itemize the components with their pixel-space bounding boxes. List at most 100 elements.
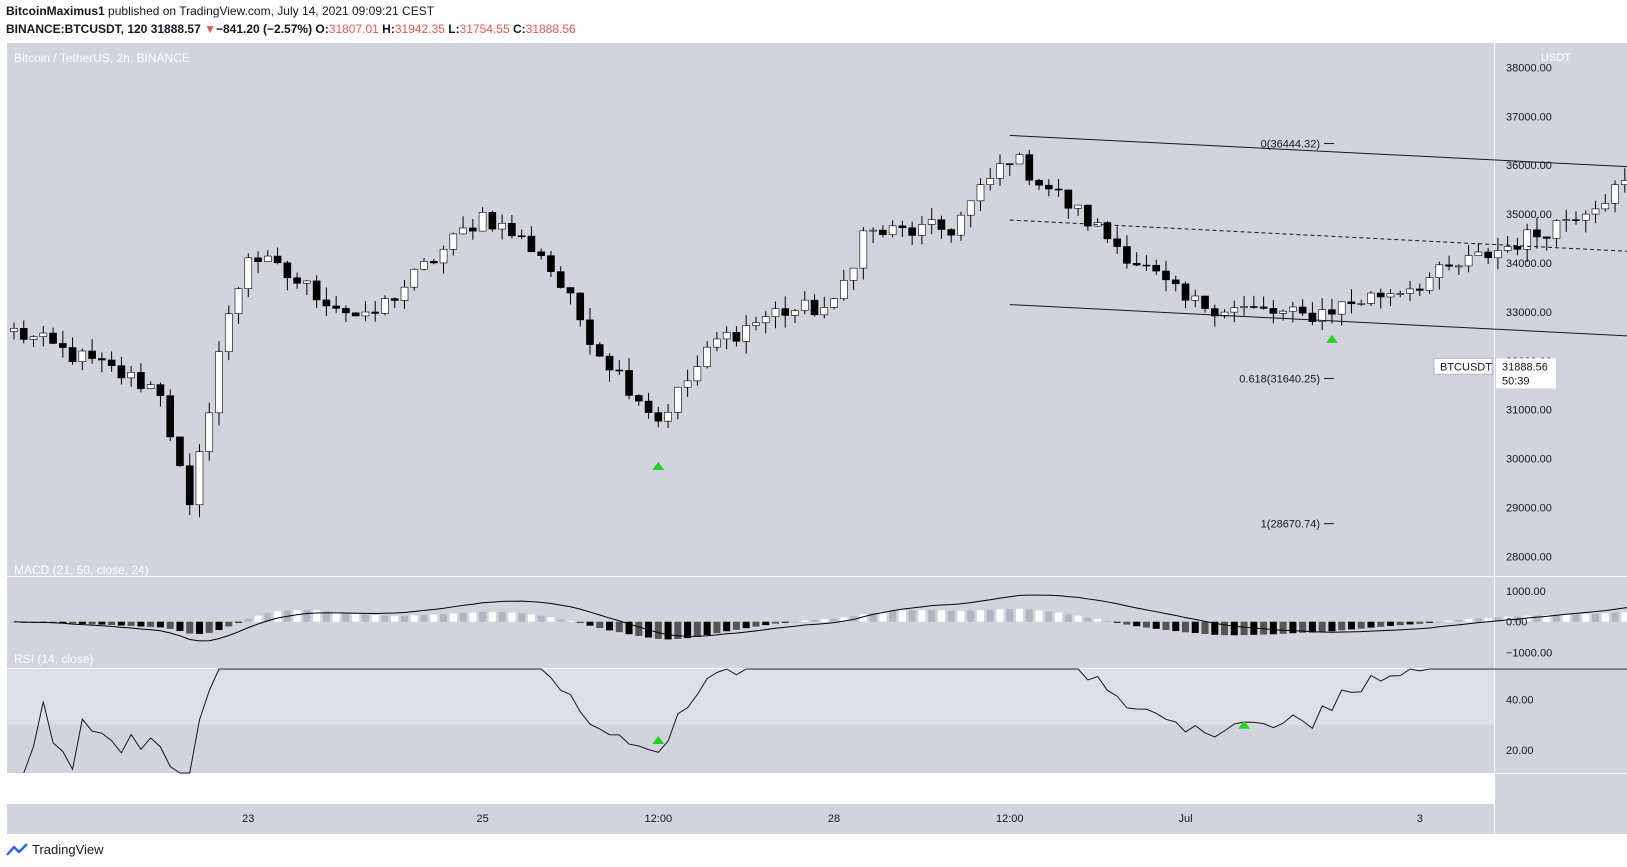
- macd-histogram-bar: [518, 613, 526, 622]
- macd-histogram-bar: [430, 614, 438, 622]
- macd-histogram-bar: [605, 621, 614, 631]
- candle-body: [1581, 213, 1590, 221]
- candle-body: [644, 400, 653, 413]
- macd-histogram-bar: [1240, 621, 1248, 636]
- macd-histogram-bar: [732, 621, 740, 630]
- price-axis[interactable]: 38000.00 37000.00 36000.00 35000.00 34000.00…: [1433, 62, 1556, 757]
- macd-histogram-bar: [1386, 621, 1395, 626]
- footer-brand[interactable]: TradingView: [6, 842, 104, 857]
- macd-histogram-bar: [313, 610, 321, 622]
- candle-body: [166, 395, 175, 438]
- candle-body: [1386, 293, 1395, 298]
- macd-histogram-bar: [937, 610, 945, 622]
- high-label: H:: [382, 22, 395, 36]
- candle-body: [78, 350, 87, 362]
- candle-body: [312, 280, 321, 301]
- candle-body: [947, 229, 956, 236]
- price-tick-label: 33000.00: [1506, 307, 1552, 319]
- rsi-line: [23, 668, 1627, 774]
- macd-histogram-bar: [1289, 621, 1297, 634]
- macd-histogram-bar: [479, 611, 487, 622]
- macd-histogram-bar: [195, 621, 204, 634]
- macd-histogram-bar: [1279, 621, 1287, 634]
- macd-histogram-bar: [391, 615, 399, 622]
- candle-body: [98, 358, 106, 361]
- candle-body: [527, 235, 536, 253]
- time-tick-label: Jul: [1178, 813, 1192, 825]
- macd-histogram-bar: [381, 615, 389, 622]
- candle-body: [1005, 163, 1014, 166]
- fib-level-label: 0.618(31640.25): [1239, 373, 1320, 385]
- candle-body: [849, 267, 858, 281]
- macd-histogram-bar: [1328, 621, 1336, 632]
- macd-histogram-bar: [1074, 615, 1082, 622]
- candle-body: [400, 286, 409, 301]
- candle-body: [332, 305, 340, 309]
- macd-histogram-bar: [654, 621, 662, 639]
- candle-body: [566, 287, 575, 294]
- chart-title: Bitcoin / TetherUS, 2h, BINANCE: [14, 51, 190, 65]
- candle-body: [1113, 238, 1121, 247]
- macd-histogram-bar: [1123, 621, 1131, 625]
- last-price: 31888.57: [150, 22, 201, 36]
- candle-body: [1191, 295, 1200, 301]
- candle-body: [1572, 219, 1580, 221]
- macd-histogram-bar: [1201, 621, 1209, 634]
- macd-histogram-bar: [840, 617, 848, 622]
- candle-body: [1015, 154, 1024, 165]
- candle-body: [322, 299, 331, 307]
- macd-histogram-bar: [869, 612, 877, 622]
- rsi-overbought-oversold-band: [7, 669, 1494, 725]
- author-name[interactable]: BitcoinMaximus1: [6, 4, 105, 18]
- macd-histogram-bar: [235, 621, 243, 623]
- macd-histogram-bar: [205, 621, 213, 633]
- macd-histogram-bar: [752, 621, 760, 627]
- macd-histogram-bar: [371, 615, 379, 622]
- macd-histogram-bar: [1562, 614, 1570, 622]
- published-text: published on TradingView.com, July 14, 2…: [108, 4, 435, 18]
- macd-histogram-bar: [664, 621, 672, 640]
- candle-body: [1425, 277, 1434, 291]
- macd-histogram-bar: [967, 610, 975, 622]
- candle-body: [303, 280, 311, 284]
- candle-body: [176, 436, 184, 467]
- macd-histogram-bar: [1299, 621, 1307, 633]
- candle-body: [674, 386, 682, 413]
- candle-body: [1494, 250, 1502, 259]
- candle-body: [1552, 220, 1561, 239]
- price-tick-label: 38000.00: [1506, 62, 1552, 74]
- time-axis-bg: [7, 804, 1494, 834]
- candle-body: [224, 313, 233, 352]
- macd-histogram-bar: [1103, 620, 1111, 622]
- symbol-label: BINANCE:BTCUSDT, 120: [6, 22, 148, 36]
- macd-histogram-bar: [1211, 621, 1219, 635]
- candle-body: [1591, 208, 1600, 215]
- macd-histogram-bar: [684, 621, 692, 639]
- candle-body: [469, 227, 477, 232]
- macd-histogram-bar: [586, 621, 594, 626]
- macd-histogram-bar: [420, 614, 428, 622]
- candle-body: [1620, 180, 1627, 185]
- change-value: −841.20 (−2.57%): [216, 22, 313, 36]
- candle-body: [1123, 246, 1131, 264]
- candle-body: [830, 298, 838, 308]
- macd-histogram-bar: [1533, 615, 1541, 622]
- price-tick-label: 35000.00: [1506, 209, 1552, 221]
- macd-histogram-bar: [69, 621, 77, 624]
- macd-histogram-bar: [762, 621, 770, 626]
- macd-histogram-bar: [1445, 620, 1453, 622]
- macd-histogram-bar: [918, 609, 926, 622]
- candle-body: [498, 222, 506, 230]
- macd-histogram-bar: [147, 621, 155, 627]
- candle-body: [1220, 311, 1229, 317]
- candle-body: [517, 235, 526, 238]
- candle-body: [1367, 292, 1375, 304]
- macd-histogram-bar: [1611, 612, 1619, 622]
- macd-histogram-bar: [1318, 621, 1326, 632]
- macd-histogram-bar: [1592, 613, 1600, 622]
- candle-body: [927, 219, 936, 225]
- macd-histogram-bar: [713, 621, 721, 634]
- candle-body: [1484, 251, 1492, 259]
